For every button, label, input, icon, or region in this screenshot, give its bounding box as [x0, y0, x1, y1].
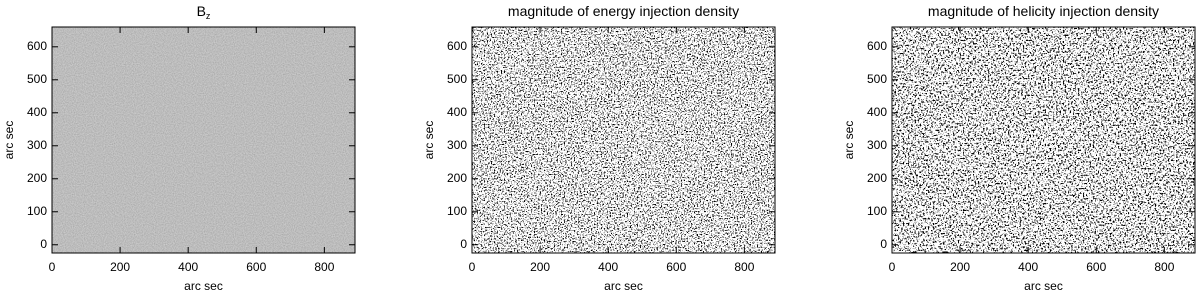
x-tick-label: 200	[530, 260, 550, 274]
y-tick-label: 400	[447, 105, 467, 119]
x-tick-label: 0	[889, 260, 896, 274]
y-tick-label: 400	[27, 105, 47, 119]
y-tick-label: 200	[447, 171, 467, 185]
panel-title: Bz	[197, 3, 211, 22]
y-tick-label: 500	[447, 72, 467, 86]
panel-title: magnitude of helicity injection density	[928, 3, 1159, 19]
frame	[51, 26, 356, 254]
x-tick-label: 200	[110, 260, 130, 274]
y-tick-label: 100	[447, 204, 467, 218]
x-tick-label: 0	[469, 260, 476, 274]
x-tick-label: 400	[1018, 260, 1038, 274]
x-axis-label: arc sec	[184, 279, 223, 293]
y-tick-label: 600	[867, 39, 887, 53]
title-main: magnitude of helicity injection density	[928, 3, 1159, 19]
y-tick-label: 600	[27, 39, 47, 53]
y-tick-label: 0	[40, 237, 47, 251]
y-tick-label: 500	[27, 72, 47, 86]
y-tick-label: 300	[447, 138, 467, 152]
x-axis-label: arc sec	[604, 279, 643, 293]
y-tick-label: 400	[867, 105, 887, 119]
x-tick-label: 800	[314, 260, 334, 274]
x-tick-label: 800	[734, 260, 754, 274]
image-map	[472, 27, 775, 253]
title-subscript: z	[206, 11, 211, 21]
panel: magnitude of helicity injection density 0…	[842, 3, 1196, 293]
x-axis-label: arc sec	[1024, 279, 1063, 293]
y-tick-label: 0	[880, 237, 887, 251]
y-tick-label: 0	[460, 237, 467, 251]
y-axis-label: arc sec	[422, 121, 436, 160]
x-tick-label: 600	[1086, 260, 1106, 274]
y-tick-label: 300	[867, 138, 887, 152]
x-tick-label: 600	[666, 260, 686, 274]
panel: Bz 0 200 400 600 800 0 100 200 300 400 500 600 arc se…	[2, 3, 356, 293]
image-map	[52, 27, 355, 253]
y-axis-label: arc sec	[842, 121, 856, 160]
y-tick-label: 200	[27, 171, 47, 185]
x-tick-label: 400	[598, 260, 618, 274]
y-tick-label: 100	[27, 204, 47, 218]
image-map	[892, 27, 1195, 253]
x-tick-label: 800	[1154, 260, 1174, 274]
panel: magnitude of energy injection density 0 20…	[422, 3, 776, 293]
title-main: magnitude of energy injection density	[508, 3, 739, 19]
x-tick-label: 400	[178, 260, 198, 274]
frame	[471, 26, 776, 254]
title-main: B	[197, 3, 206, 19]
panel-title: magnitude of energy injection density	[508, 3, 739, 19]
y-tick-label: 200	[867, 171, 887, 185]
frame	[891, 26, 1196, 254]
y-tick-label: 100	[867, 204, 887, 218]
y-axis-label: arc sec	[2, 121, 16, 160]
y-tick-label: 300	[27, 138, 47, 152]
x-tick-label: 600	[246, 260, 266, 274]
y-tick-label: 600	[447, 39, 467, 53]
x-tick-label: 0	[49, 260, 56, 274]
x-tick-label: 200	[950, 260, 970, 274]
y-tick-label: 500	[867, 72, 887, 86]
